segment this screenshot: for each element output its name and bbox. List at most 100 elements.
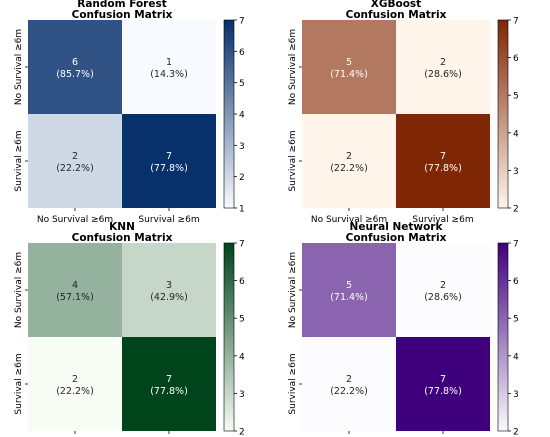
colorbar-tick-label: 3 <box>513 167 519 177</box>
colorbar-tick-label: 3 <box>513 390 519 400</box>
cell-percent-label: (22.2%) <box>330 386 368 397</box>
cell-percent-label: (77.8%) <box>424 386 462 397</box>
colorbar-tick-label: 6 <box>513 54 519 64</box>
colorbar-tick-label: 3 <box>239 142 245 152</box>
colorbar-tick-label: 4 <box>513 129 519 139</box>
cell-percent-label: (57.1%) <box>56 292 94 303</box>
heatmap-cell <box>28 114 122 208</box>
cell-percent-label: (28.6%) <box>424 69 462 80</box>
heatmap-cell <box>122 114 216 208</box>
x-tick-label: Survival ≥6m <box>138 215 199 225</box>
y-tick-label: Survival ≥6m <box>288 353 298 414</box>
chart-subtitle: Confusion Matrix <box>346 232 447 244</box>
cell-percent-label: (22.2%) <box>330 163 368 174</box>
cell-count-label: 7 <box>166 151 172 162</box>
y-tick-label: No Survival ≥6m <box>288 252 298 328</box>
cell-count-label: 7 <box>166 374 172 385</box>
chart-title: Random Forest <box>77 0 167 10</box>
colorbar <box>223 242 235 432</box>
heatmap-cell <box>302 337 396 431</box>
cell-count-label: 5 <box>346 57 352 68</box>
heatmap-cell <box>302 20 396 114</box>
x-tick-label: Survival ≥6m <box>412 215 473 225</box>
colorbar <box>223 19 235 209</box>
colorbar <box>497 19 509 209</box>
chart-subtitle: Confusion Matrix <box>72 232 173 244</box>
chart-title: XGBoost <box>371 0 421 10</box>
colorbar-tick-label: 7 <box>239 17 245 27</box>
x-tick-label: No Survival ≥6m <box>311 215 387 225</box>
heatmap-cell <box>28 20 122 114</box>
y-tick-label: No Survival ≥6m <box>14 252 24 328</box>
cell-percent-label: (42.9%) <box>150 292 188 303</box>
chart-title: KNN <box>109 221 135 233</box>
colorbar-tick-label: 7 <box>513 17 519 27</box>
heatmap-cell <box>396 20 490 114</box>
heatmap-cell <box>122 337 216 431</box>
colorbar-tick-label: 2 <box>239 428 245 437</box>
colorbar-tick-label: 3 <box>239 390 245 400</box>
colorbar-tick-label: 5 <box>239 79 245 89</box>
chart-subtitle: Confusion Matrix <box>72 9 173 21</box>
colorbar <box>497 242 509 432</box>
y-tick-label: Survival ≥6m <box>14 353 24 414</box>
heatmap-cell <box>396 114 490 208</box>
colorbar-tick-label: 7 <box>513 240 519 250</box>
colorbar-tick-label: 7 <box>239 240 245 250</box>
cell-count-label: 2 <box>346 374 352 385</box>
heatmap-cell <box>122 243 216 337</box>
cell-percent-label: (71.4%) <box>330 292 368 303</box>
cell-percent-label: (85.7%) <box>56 69 94 80</box>
cell-count-label: 2 <box>440 280 446 291</box>
colorbar-tick-label: 5 <box>239 315 245 325</box>
cell-count-label: 6 <box>72 57 78 68</box>
chart-subtitle: Confusion Matrix <box>346 9 447 21</box>
heatmap-cell <box>302 243 396 337</box>
colorbar-tick-label: 4 <box>239 352 245 362</box>
colorbar-tick-label: 2 <box>513 428 519 437</box>
cell-count-label: 2 <box>440 57 446 68</box>
x-tick-label: No Survival ≥6m <box>37 215 113 225</box>
colorbar-tick-label: 5 <box>513 92 519 102</box>
colorbar-tick-label: 6 <box>239 277 245 287</box>
colorbar-tick-label: 5 <box>513 315 519 325</box>
y-tick-label: No Survival ≥6m <box>288 29 298 105</box>
heatmap-cell <box>28 337 122 431</box>
heatmap-cell <box>396 337 490 431</box>
y-tick-label: No Survival ≥6m <box>14 29 24 105</box>
cell-count-label: 3 <box>166 280 172 291</box>
heatmap-cell <box>28 243 122 337</box>
cell-percent-label: (77.8%) <box>424 163 462 174</box>
heatmap-cell <box>302 114 396 208</box>
cell-percent-label: (14.3%) <box>150 69 188 80</box>
colorbar-tick-label: 2 <box>239 173 245 183</box>
cell-count-label: 7 <box>440 374 446 385</box>
cell-count-label: 2 <box>346 151 352 162</box>
colorbar-tick-label: 4 <box>239 111 245 121</box>
cell-count-label: 1 <box>166 57 172 68</box>
cell-count-label: 7 <box>440 151 446 162</box>
colorbar-tick-label: 1 <box>239 205 245 215</box>
colorbar-tick-label: 6 <box>513 277 519 287</box>
cell-percent-label: (71.4%) <box>330 69 368 80</box>
colorbar-tick-label: 6 <box>239 48 245 58</box>
y-tick-label: Survival ≥6m <box>288 130 298 191</box>
cell-count-label: 4 <box>72 280 78 291</box>
chart-title: Neural Network <box>350 221 444 233</box>
heatmap-cell <box>396 243 490 337</box>
cell-percent-label: (28.6%) <box>424 292 462 303</box>
cell-percent-label: (22.2%) <box>56 386 94 397</box>
colorbar-tick-label: 4 <box>513 352 519 362</box>
cell-count-label: 2 <box>72 151 78 162</box>
cell-count-label: 2 <box>72 374 78 385</box>
heatmap-cell <box>122 20 216 114</box>
cell-percent-label: (77.8%) <box>150 163 188 174</box>
cell-percent-label: (22.2%) <box>56 163 94 174</box>
y-tick-label: Survival ≥6m <box>14 130 24 191</box>
colorbar-tick-label: 2 <box>513 205 519 215</box>
